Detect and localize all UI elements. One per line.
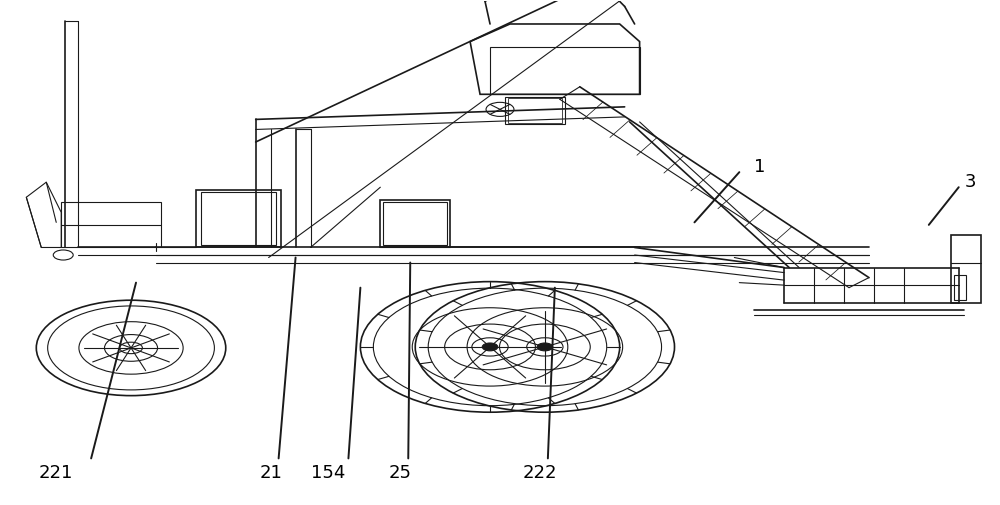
Bar	[61, 203, 161, 247]
Text: 222: 222	[523, 465, 557, 482]
Bar	[380, 200, 450, 247]
Text: 154: 154	[311, 465, 346, 482]
Bar	[508, 98, 562, 123]
Circle shape	[537, 343, 553, 351]
Text: 3: 3	[965, 173, 976, 191]
Bar	[954, 275, 966, 300]
Circle shape	[482, 343, 498, 351]
Bar	[505, 97, 565, 124]
Bar	[201, 192, 276, 245]
Text: 1: 1	[754, 158, 765, 176]
Text: 21: 21	[259, 465, 282, 482]
Bar	[383, 202, 447, 245]
Bar	[196, 190, 281, 247]
Text: 221: 221	[39, 465, 73, 482]
Text: 25: 25	[389, 465, 412, 482]
Circle shape	[120, 342, 142, 354]
Bar	[490, 46, 640, 94]
Bar	[951, 235, 981, 302]
